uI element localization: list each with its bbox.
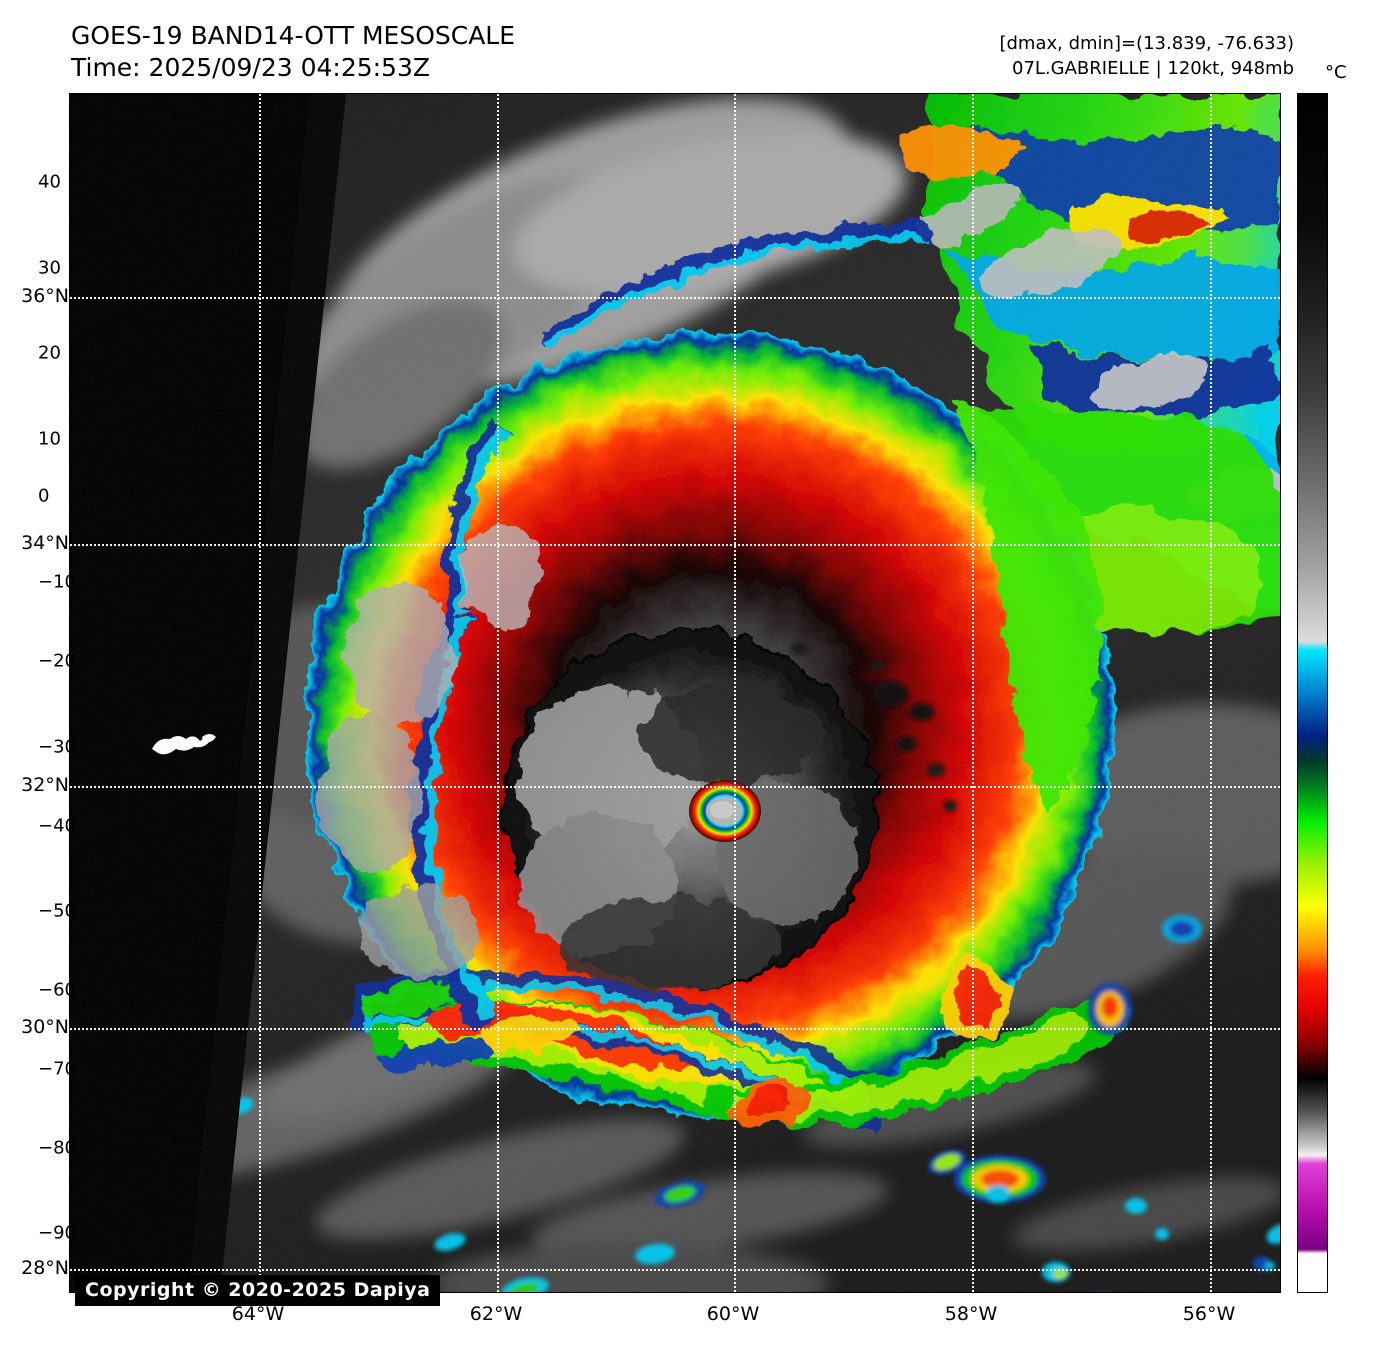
satellite-image-plot[interactable] (69, 93, 1281, 1293)
colorbar-tick-label: −40 (38, 815, 76, 837)
colorbar-tick-label: −90 (38, 1222, 76, 1244)
lon-tick-label: 64°W (231, 1303, 285, 1325)
lon-tick-label: 62°W (469, 1303, 523, 1325)
colorbar-tick-label: 20 (38, 342, 61, 364)
page-title: GOES-19 BAND14-OTT MESOSCALE (71, 21, 516, 50)
colorbar-tick-label: 10 (38, 428, 61, 450)
dmax-dmin-label: [dmax, dmin]=(13.839, -76.633) (999, 33, 1294, 54)
colorbar-tick-label: −80 (38, 1137, 76, 1159)
colorbar-tick-label: −10 (38, 571, 76, 593)
lon-tick-label: 58°W (944, 1303, 998, 1325)
storm-info-label: 07L.GABRIELLE | 120kt, 948mb (1012, 58, 1294, 79)
lat-tick-label: 36°N (21, 285, 69, 307)
metadata-block: [dmax, dmin]=(13.839, -76.633) 07L.GABRI… (999, 31, 1294, 81)
colorbar-tick-label: 40 (38, 171, 61, 193)
colorbar-unit-label: °C (1325, 62, 1347, 83)
copyright-banner: Copyright © 2020-2025 Dapiya (75, 1275, 441, 1306)
lat-tick-label: 28°N (21, 1257, 69, 1279)
lon-tick-label: 56°W (1182, 1303, 1236, 1325)
lat-tick-label: 30°N (21, 1016, 69, 1038)
title-block: GOES-19 BAND14-OTT MESOSCALE Time: 2025/… (71, 20, 515, 84)
colorbar-tick-label: 30 (38, 257, 61, 279)
colorbar-tick-label: −70 (38, 1058, 76, 1080)
lon-tick-label: 60°W (706, 1303, 760, 1325)
lat-tick-label: 32°N (21, 774, 69, 796)
colorbar (1297, 93, 1328, 1293)
colorbar-tick-label: −50 (38, 900, 76, 922)
colorbar-tick-label: 0 (38, 485, 50, 507)
satellite-imagery (70, 94, 1280, 1292)
colorbar-tick-label: −30 (38, 736, 76, 758)
colorbar-tick-label: −60 (38, 979, 76, 1001)
colorbar-gradient (1298, 94, 1327, 1292)
lat-tick-label: 34°N (21, 532, 69, 554)
timestamp-label: Time: 2025/09/23 04:25:53Z (71, 53, 430, 82)
colorbar-tick-label: −20 (38, 650, 76, 672)
